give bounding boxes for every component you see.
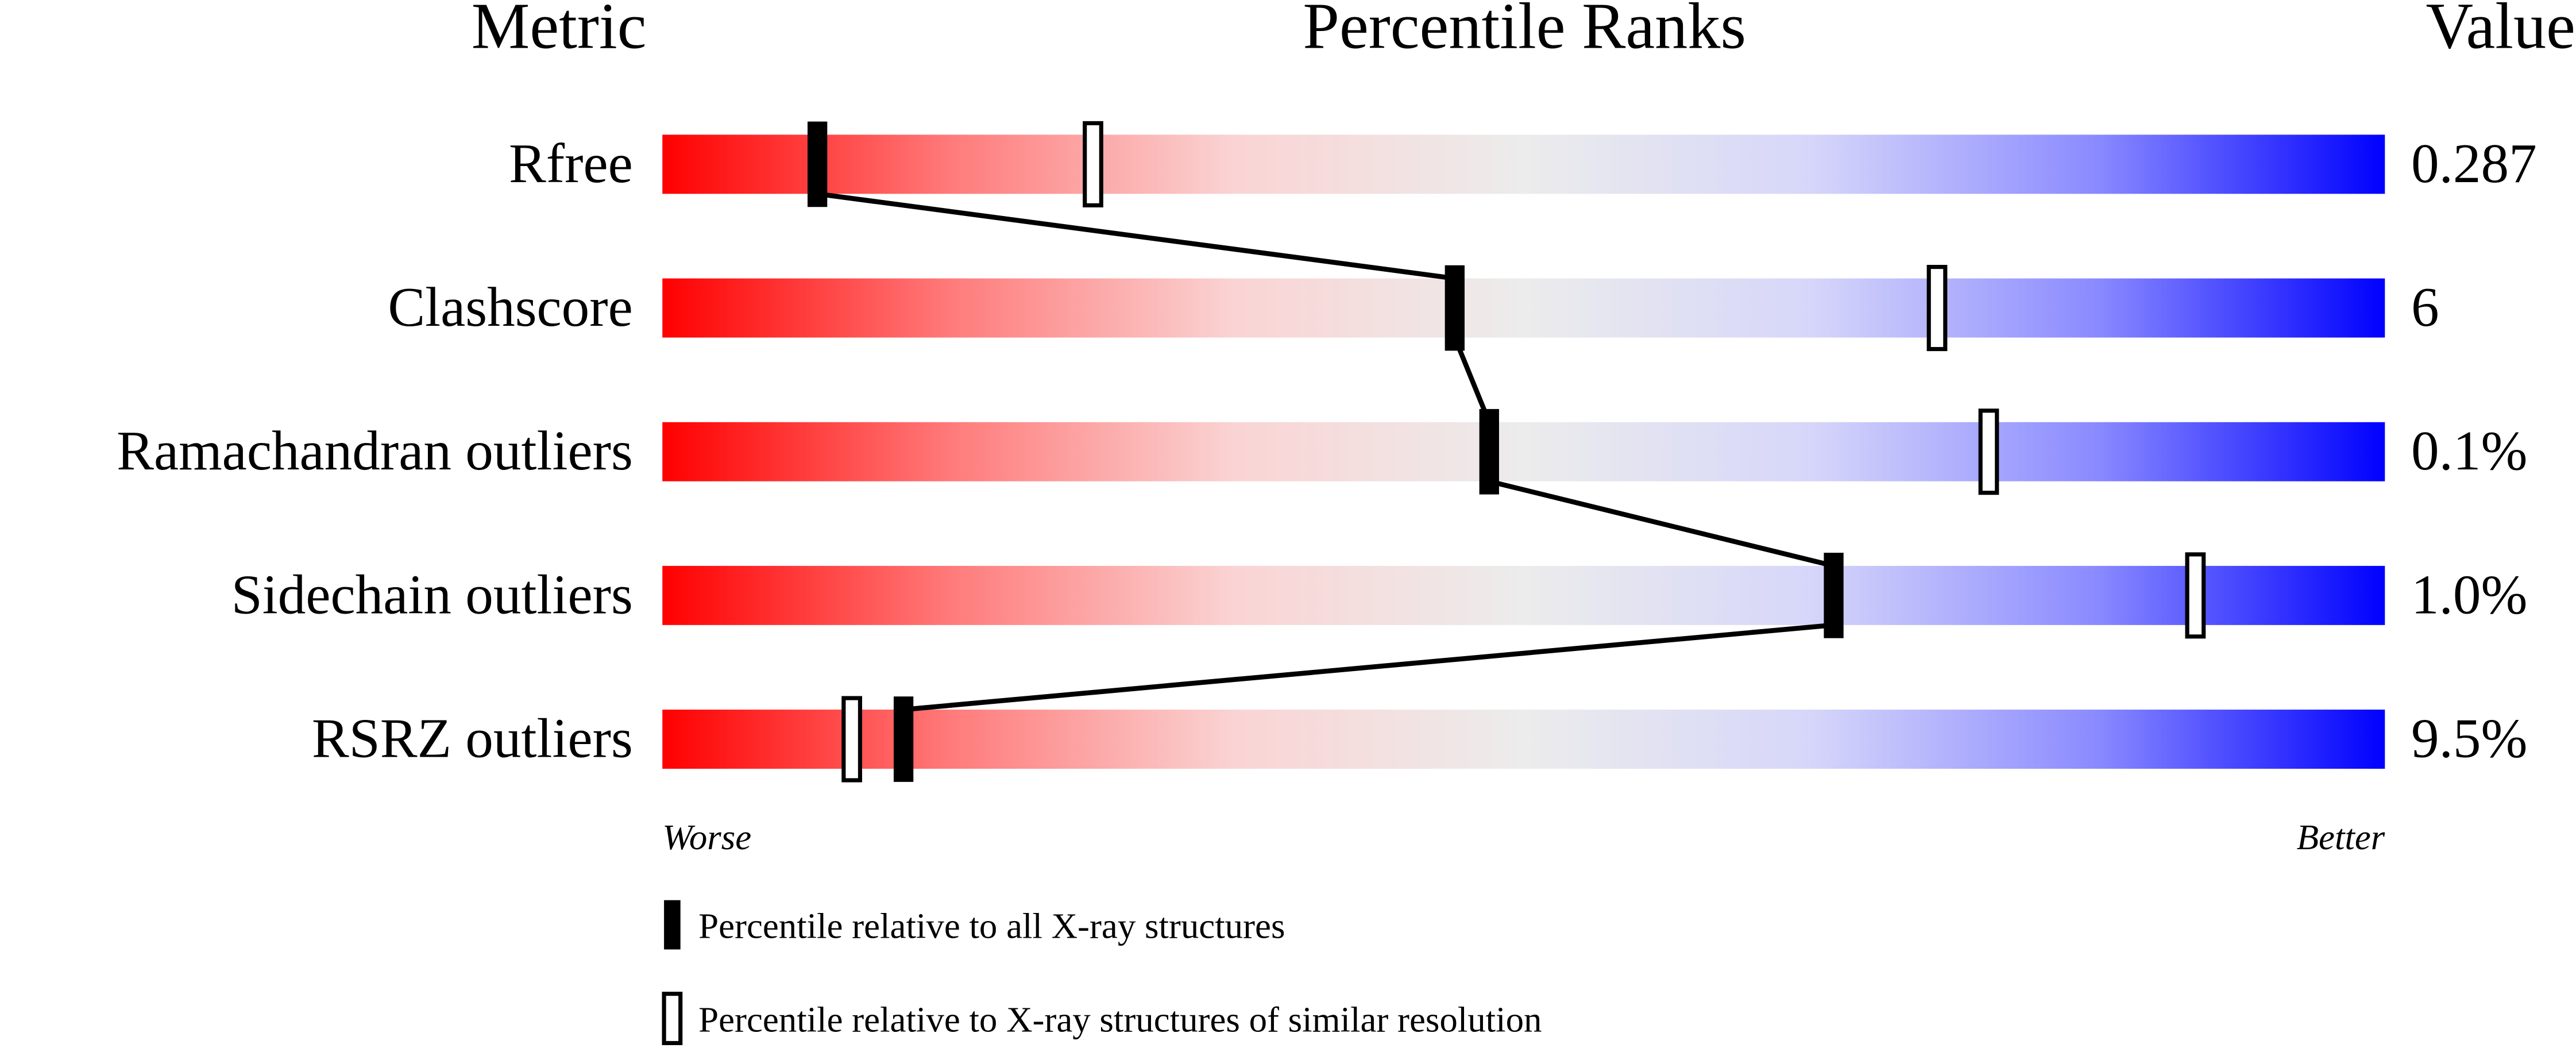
metric-label: RSRZ outliers [312,707,633,769]
marker-open [1926,265,1948,352]
marker-filled [1824,553,1844,638]
marker-open [1083,121,1103,207]
percentile-bar [662,422,2385,481]
legend-label: Percentile relative to all X-ray structu… [698,906,1285,946]
metric-label: Ramachandran outliers [117,420,633,482]
percentile-bar [662,710,2385,769]
percentile-bar [662,565,2385,625]
marker-filled [1445,265,1465,351]
percentile-bar [662,278,2385,338]
marker-filled [1479,409,1499,495]
metric-value: 6 [2411,276,2439,338]
worse-label: Worse [662,817,751,857]
marker-filled [808,121,828,207]
metric-label: Clashscore [388,276,632,338]
better-label: Better [2297,817,2385,857]
connector-line [903,622,1834,712]
legend-label: Percentile relative to X-ray structures … [698,1000,1542,1040]
marker-open [841,696,863,783]
legend-swatch [664,900,681,950]
metric-value: 1.0% [2411,564,2527,626]
metric-value: 0.1% [2411,420,2527,482]
marker-open [1978,409,1999,495]
metric-value: 0.287 [2411,133,2537,195]
connector-line [1488,479,1835,569]
header-metric: Metric [472,0,647,62]
percentile-bar [662,134,2385,194]
header-value: Value [2426,0,2575,62]
marker-open [2185,552,2206,639]
connector-line [817,191,1455,281]
connector-line [1452,336,1492,423]
marker-filled [893,696,914,782]
header-percentile: Percentile Ranks [1303,0,1746,62]
metric-label: Sidechain outliers [231,564,633,626]
legend-swatch [662,992,683,1045]
metric-label: Rfree [509,133,633,195]
metric-value: 9.5% [2411,707,2527,769]
